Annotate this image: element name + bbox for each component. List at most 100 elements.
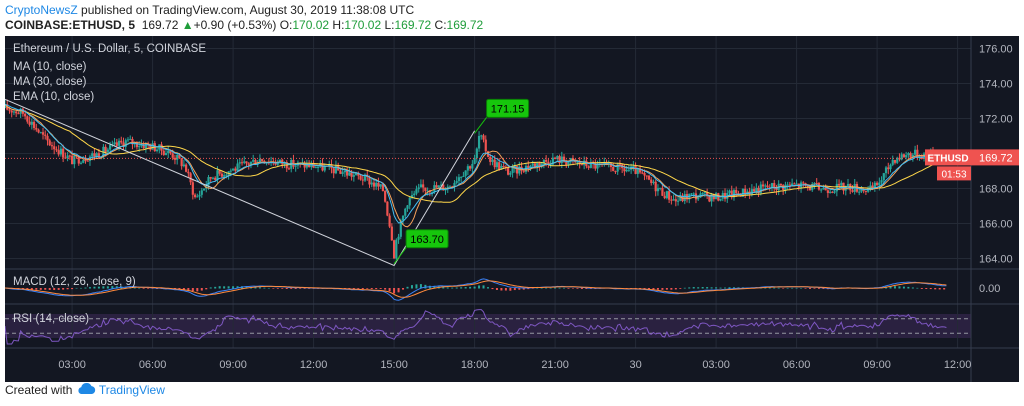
macd-histogram-bar bbox=[39, 288, 42, 290]
macd-histogram-bar bbox=[513, 288, 516, 291]
candle-body bbox=[831, 191, 834, 193]
candle-body bbox=[462, 175, 465, 177]
macd-histogram-bar bbox=[254, 287, 257, 289]
candle-body bbox=[200, 190, 203, 195]
candle-body bbox=[802, 182, 805, 184]
macd-histogram-bar bbox=[768, 287, 771, 289]
candle-body bbox=[878, 182, 881, 186]
candle-body bbox=[187, 171, 190, 174]
candle-body bbox=[176, 154, 179, 160]
candle-body bbox=[401, 215, 405, 221]
candle-body bbox=[122, 142, 125, 147]
candle-body bbox=[352, 175, 355, 177]
time-axis-tick: 09:00 bbox=[219, 359, 247, 371]
macd-histogram-bar bbox=[299, 288, 302, 289]
macd-histogram-bar bbox=[724, 287, 727, 289]
author-link[interactable]: CryptoNewsZ bbox=[5, 3, 78, 17]
macd-histogram-bar bbox=[406, 286, 409, 289]
candle-body bbox=[824, 187, 827, 191]
candle-body bbox=[211, 177, 215, 179]
tradingview-link[interactable]: TradingView bbox=[98, 383, 165, 397]
high-label: H: bbox=[332, 18, 345, 32]
candle-body bbox=[840, 182, 843, 186]
macd-histogram-bar bbox=[554, 287, 557, 289]
candle-body bbox=[668, 191, 671, 200]
candle-body bbox=[346, 170, 349, 176]
macd-histogram-bar bbox=[464, 287, 467, 289]
macd-histogram-bar bbox=[151, 288, 154, 289]
candle-body bbox=[53, 146, 56, 150]
candle-body bbox=[111, 143, 114, 146]
macd-histogram-bar bbox=[138, 287, 141, 289]
close-value: 169.72 bbox=[446, 18, 484, 32]
macd-histogram-bar bbox=[701, 287, 704, 289]
macd-histogram-bar bbox=[683, 287, 686, 289]
candle-body bbox=[480, 135, 483, 137]
candle-body bbox=[652, 181, 655, 183]
macd-histogram-bar bbox=[53, 288, 56, 290]
chart-title: Ethereum / U.S. Dollar, 5, COINBASE bbox=[13, 43, 206, 55]
macd-histogram-bar bbox=[62, 288, 65, 290]
candle-body bbox=[636, 168, 639, 174]
macd-histogram-bar bbox=[80, 287, 83, 289]
candle-body bbox=[851, 190, 854, 192]
candle-body bbox=[129, 138, 132, 140]
candle-body bbox=[527, 165, 530, 169]
candle-body bbox=[744, 188, 747, 195]
candle-body bbox=[893, 159, 897, 163]
candle-body bbox=[113, 142, 116, 144]
candle-body bbox=[880, 180, 883, 183]
macd-histogram-bar bbox=[817, 288, 820, 289]
candle-body bbox=[435, 185, 438, 188]
macd-histogram-bar bbox=[71, 288, 74, 290]
candle-body bbox=[106, 149, 109, 153]
macd-histogram-bar bbox=[925, 288, 928, 289]
macd-histogram-bar bbox=[223, 286, 226, 289]
macd-axis-tick: 0.00 bbox=[979, 283, 1000, 295]
candle-body bbox=[225, 174, 228, 176]
candle-body bbox=[229, 170, 232, 172]
macd-histogram-bar bbox=[415, 284, 418, 289]
candle-body bbox=[287, 168, 291, 170]
candle-body bbox=[243, 161, 246, 163]
candle-body bbox=[612, 166, 615, 172]
macd-histogram-bar bbox=[938, 288, 941, 290]
macd-histogram-bar bbox=[674, 288, 677, 290]
candle-body bbox=[911, 154, 914, 158]
macd-histogram-bar bbox=[920, 288, 923, 289]
candle-body bbox=[216, 170, 219, 180]
candle-body bbox=[643, 173, 646, 176]
candle-body bbox=[860, 189, 863, 192]
candle-body bbox=[533, 163, 537, 167]
macd-histogram-bar bbox=[178, 288, 181, 290]
macd-histogram-bar bbox=[665, 288, 668, 290]
candle-body bbox=[108, 145, 112, 150]
candle-body bbox=[97, 153, 101, 159]
candle-body bbox=[580, 164, 584, 166]
candle-body bbox=[498, 162, 501, 170]
candle-body bbox=[149, 145, 152, 150]
macd-histogram-bar bbox=[35, 288, 38, 290]
candle-body bbox=[674, 199, 677, 202]
candle-body bbox=[236, 163, 239, 171]
macd-histogram-bar bbox=[786, 287, 789, 289]
candle-body bbox=[417, 187, 420, 190]
candle-body bbox=[10, 110, 13, 113]
close-label: C: bbox=[434, 18, 447, 32]
candle-body bbox=[363, 174, 367, 181]
macd-histogram-bar bbox=[106, 286, 109, 289]
candle-body bbox=[70, 155, 74, 165]
candle-body bbox=[558, 156, 561, 164]
macd-histogram-bar bbox=[670, 288, 673, 290]
candle-body bbox=[207, 177, 210, 186]
candle-body bbox=[739, 193, 742, 197]
candle-body bbox=[424, 187, 427, 191]
candle-body bbox=[144, 143, 147, 149]
candle-body bbox=[913, 149, 917, 155]
candle-body bbox=[884, 167, 888, 174]
candle-body bbox=[214, 177, 217, 180]
candle-body bbox=[178, 154, 181, 159]
candle-body bbox=[395, 239, 398, 259]
